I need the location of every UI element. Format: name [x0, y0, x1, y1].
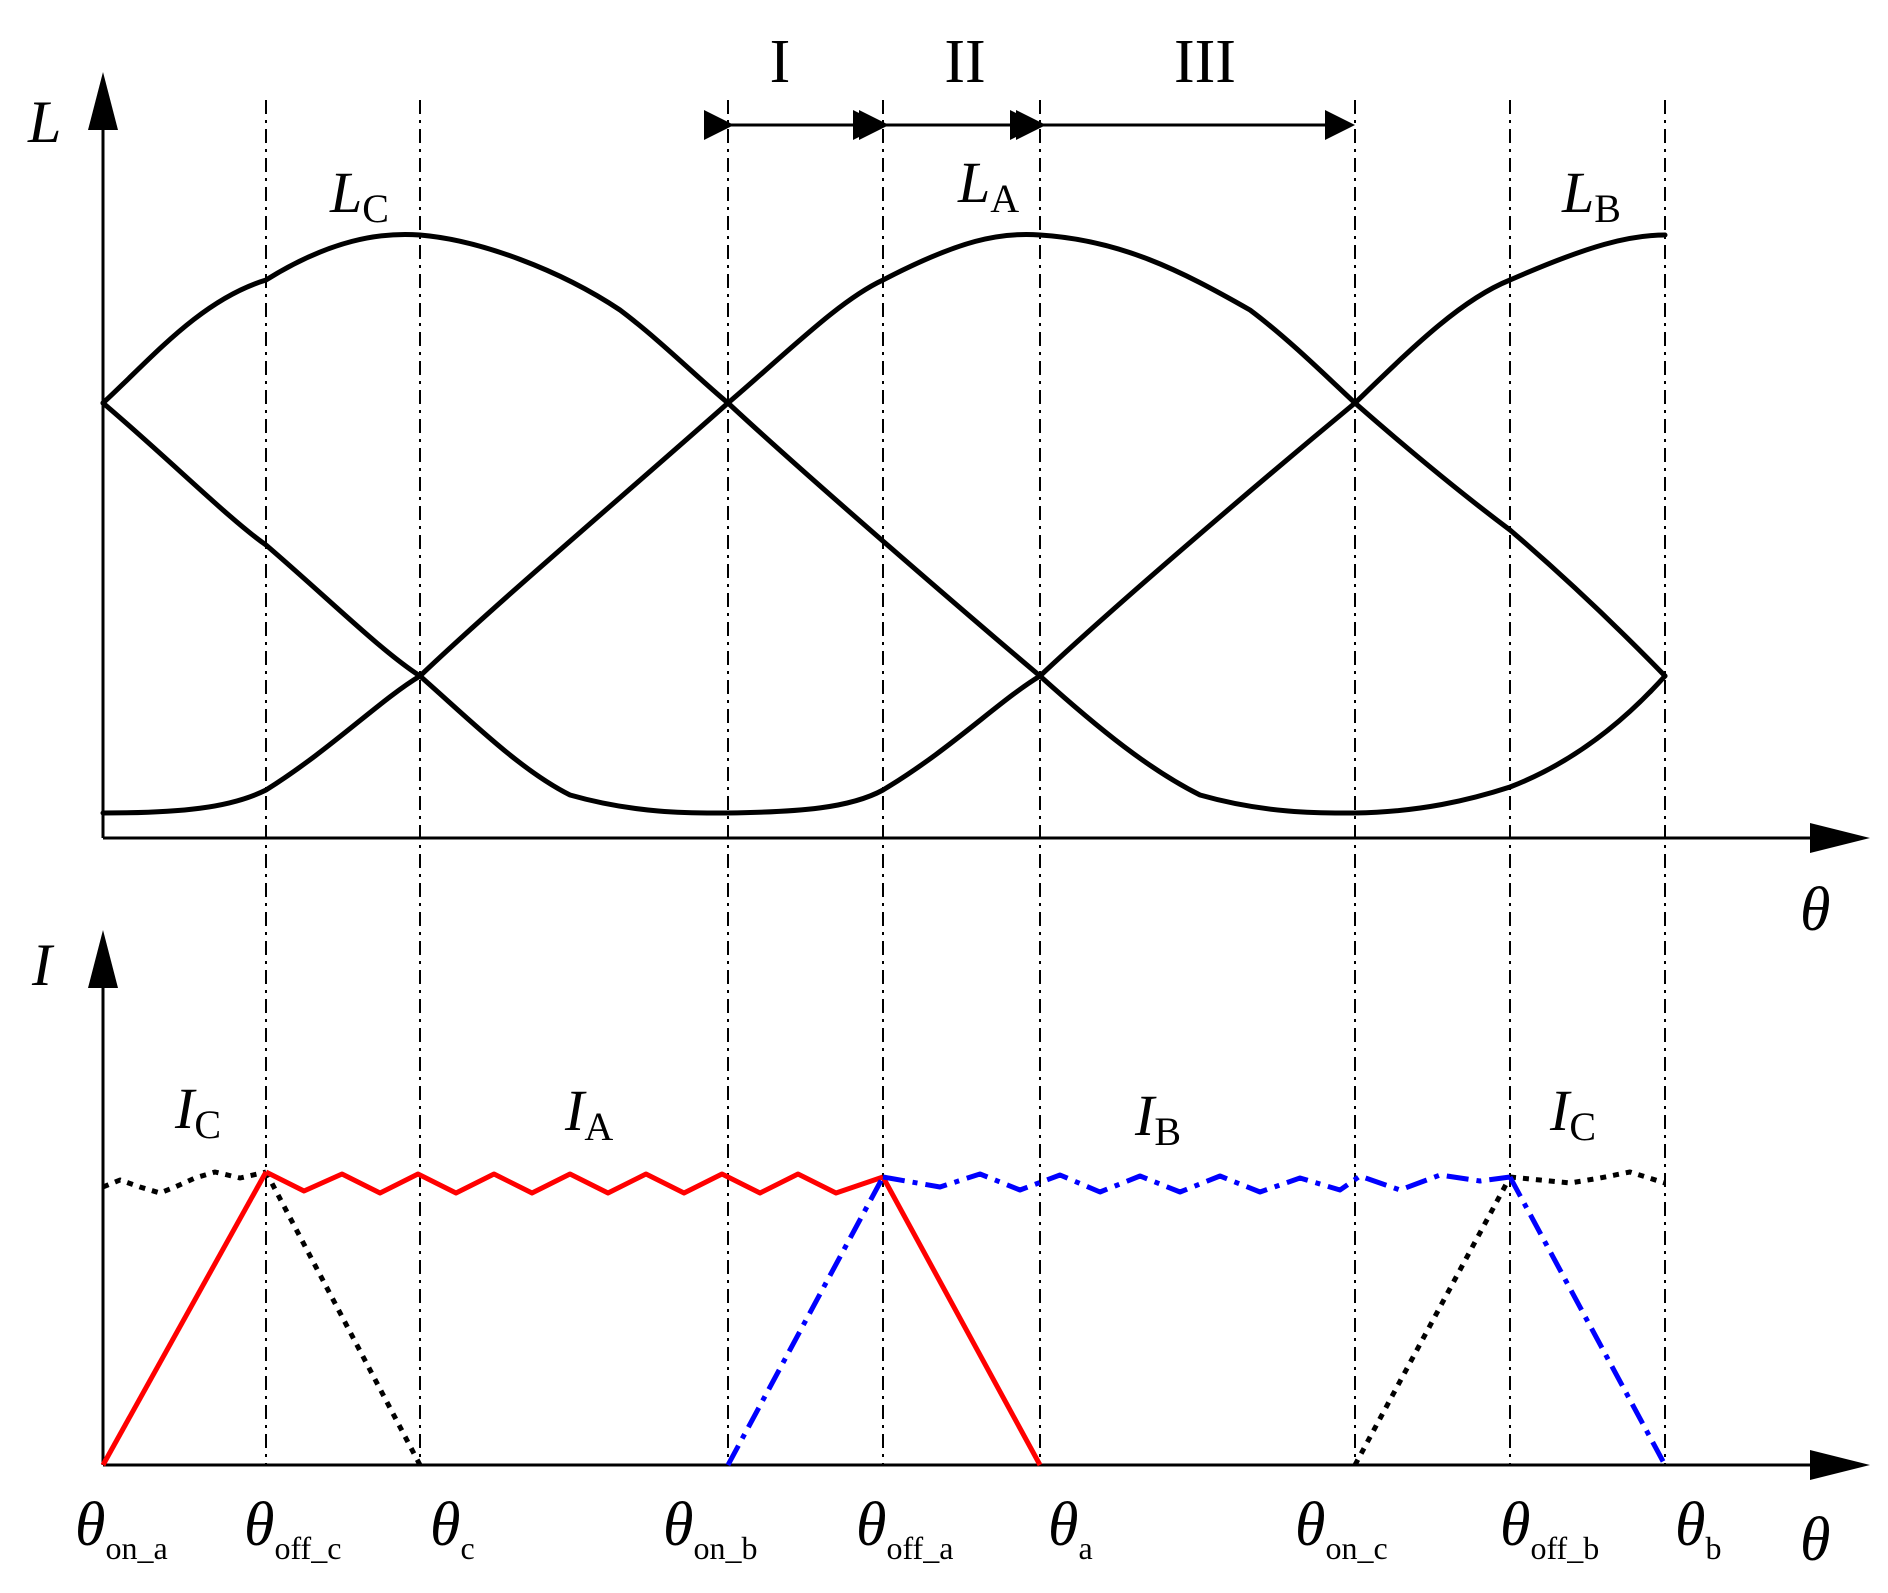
inductance-curve-lb	[100, 232, 1668, 816]
top-y-axis-arrow-icon	[88, 72, 118, 130]
current-label-ic-right: IC	[1549, 1078, 1596, 1149]
tick-label-theta-off-a: θoff_a	[856, 1491, 953, 1566]
inductance-curve-lc	[100, 231, 1668, 816]
tick-label-theta-a: θa	[1048, 1491, 1093, 1566]
curve-label-lb: LB	[1561, 160, 1621, 231]
phase-currents	[100, 1169, 1668, 1467]
region-i-label: I	[770, 28, 791, 96]
bottom-axes	[101, 982, 1815, 1467]
phase-b-rise	[725, 1175, 886, 1467]
phase-a-rise	[100, 1170, 269, 1467]
phase-b-plateau	[882, 1171, 1511, 1195]
tick-label-theta-on-b: θon_b	[663, 1491, 757, 1566]
current-label-ib: IB	[1134, 1083, 1181, 1154]
phase-a-decay	[880, 1175, 1043, 1467]
phase-c-plateau-start	[102, 1169, 267, 1196]
top-axes	[101, 112, 1815, 840]
phase-b-decay	[1507, 1175, 1668, 1467]
inductance-curve-la	[100, 231, 1668, 816]
tick-label-theta-off-c: θoff_c	[244, 1491, 341, 1566]
angle-guide-lines	[265, 100, 1666, 1465]
region-iii-label: III	[1174, 28, 1236, 96]
tick-label-theta-on-a: θon_a	[75, 1491, 168, 1566]
angle-tick-labels: θon_a θoff_c θc θon_b θoff_a θa θon_c θo…	[75, 1491, 1721, 1566]
phase-c-plateau-end	[1509, 1169, 1666, 1186]
phase-c-current	[102, 1169, 1666, 1467]
region-labels: I II III	[770, 28, 1236, 96]
inductance-curves	[100, 231, 1668, 816]
top-x-axis-label: θ	[1800, 876, 1830, 944]
tick-label-theta-c: θc	[430, 1491, 475, 1566]
current-label-ic-left: IC	[174, 1076, 221, 1147]
region-ii-label: II	[944, 28, 985, 96]
curve-label-lc: LC	[329, 160, 389, 231]
phase-a-plateau	[264, 1169, 884, 1196]
phase-c-decay	[263, 1170, 423, 1467]
bottom-x-axis-label: θ	[1800, 1506, 1830, 1574]
phase-c-rise	[1352, 1175, 1513, 1467]
phase-b-current	[725, 1171, 1668, 1467]
tick-label-theta-b: θb	[1675, 1491, 1721, 1566]
tick-label-theta-on-c: θon_c	[1295, 1491, 1388, 1566]
bottom-y-axis-arrow-icon	[88, 930, 118, 988]
top-x-axis-arrow-icon	[1810, 823, 1870, 853]
bottom-x-axis-arrow-icon	[1810, 1450, 1870, 1480]
top-y-axis-label: L	[27, 89, 61, 155]
phase-a-current	[100, 1169, 1043, 1467]
current-label-ia: IA	[564, 1078, 613, 1149]
tick-label-theta-off-b: θoff_b	[1500, 1491, 1599, 1566]
curve-label-la: LA	[957, 150, 1019, 221]
bottom-y-axis-label: I	[31, 932, 55, 998]
